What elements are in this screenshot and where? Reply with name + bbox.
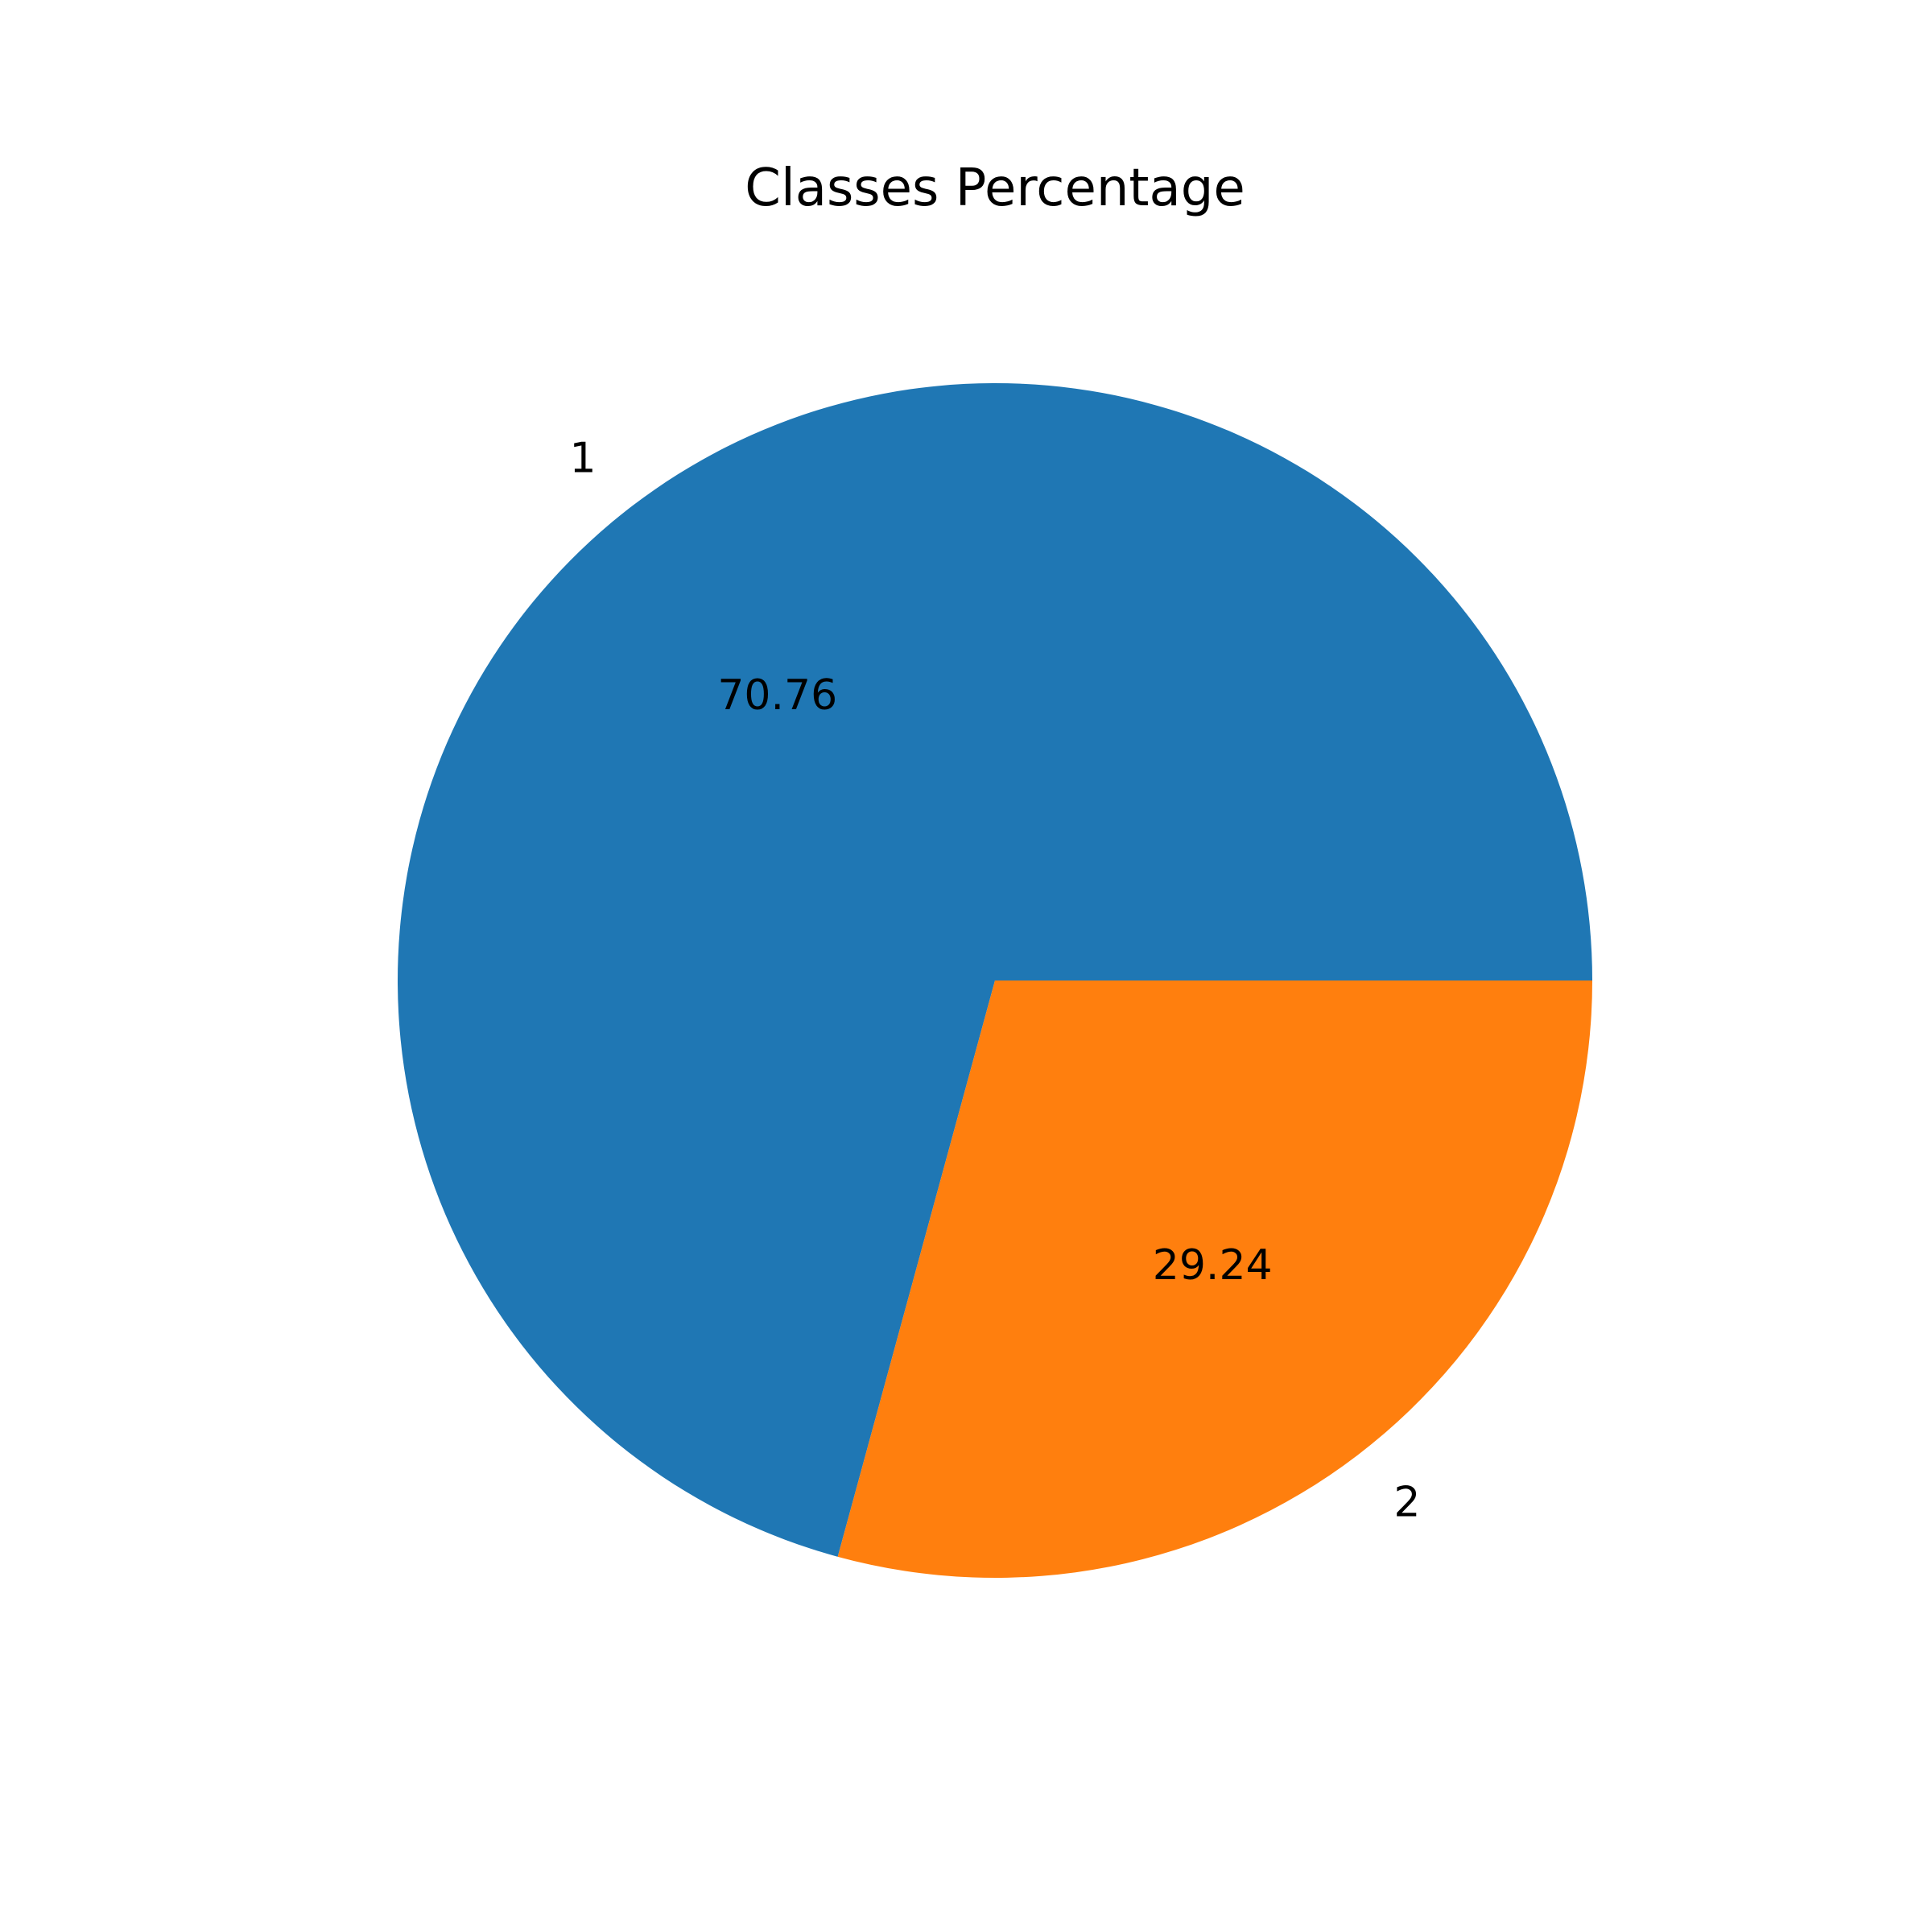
slice-value-label-1: 70.76 [717, 671, 837, 720]
chart-title: Classes Percentage [745, 159, 1245, 218]
slice-value-label-2: 29.24 [1153, 1241, 1273, 1290]
pie-slice-2 [837, 980, 1592, 1578]
slice-label-2: 2 [1393, 1479, 1420, 1527]
pie-slice-1 [397, 382, 1592, 1557]
pie-slices [397, 382, 1592, 1578]
slice-label-1: 1 [570, 434, 597, 482]
pie-labels: 1 70.76 2 29.24 [570, 434, 1421, 1526]
